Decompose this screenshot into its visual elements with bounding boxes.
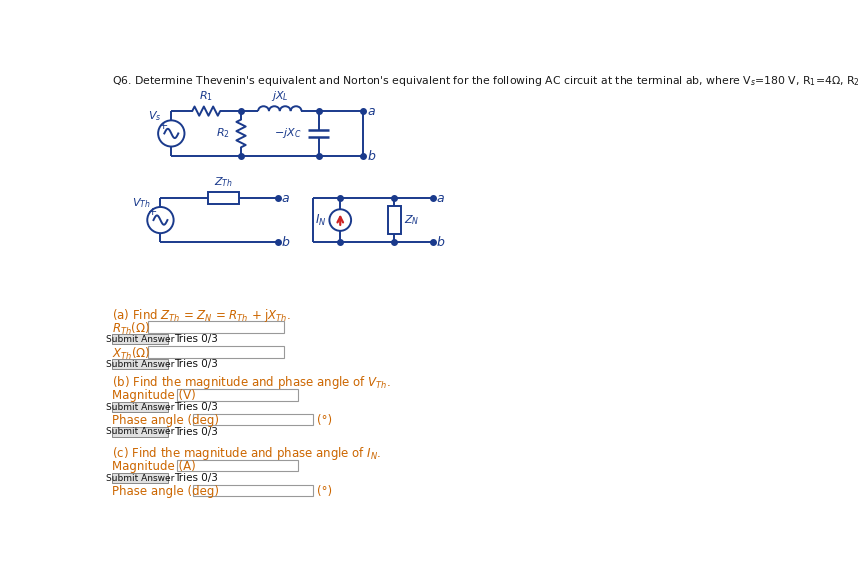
Text: Submit Answer: Submit Answer — [106, 403, 174, 411]
Text: Submit Answer: Submit Answer — [106, 473, 174, 482]
Text: Tries 0/3: Tries 0/3 — [174, 335, 218, 344]
Bar — [387, 206, 401, 234]
Text: $a$: $a$ — [281, 191, 290, 205]
Text: (b) Find the magnitude and phase angle of $V_{Th}$.: (b) Find the magnitude and phase angle o… — [112, 374, 391, 391]
Text: Tries 0/3: Tries 0/3 — [174, 473, 218, 483]
Text: Magnitude (V): Magnitude (V) — [112, 389, 196, 402]
Text: +: + — [148, 207, 158, 217]
Text: $V_s$: $V_s$ — [147, 109, 161, 123]
Bar — [208, 192, 238, 205]
Bar — [193, 414, 313, 425]
Text: $V_{Th}$: $V_{Th}$ — [132, 196, 150, 210]
Text: Phase angle (deg): Phase angle (deg) — [112, 414, 220, 427]
Text: $R_2$: $R_2$ — [216, 127, 230, 140]
Bar — [112, 402, 168, 412]
Text: Tries 0/3: Tries 0/3 — [174, 359, 218, 369]
Bar — [177, 460, 297, 472]
Bar — [193, 485, 313, 496]
Text: $R_{Th}$(Ω): $R_{Th}$(Ω) — [112, 321, 150, 337]
Text: (c) Find the magnitude and phase angle of $I_N$.: (c) Find the magnitude and phase angle o… — [112, 445, 381, 461]
Text: (°): (°) — [317, 414, 331, 427]
Text: Tries 0/3: Tries 0/3 — [174, 402, 218, 412]
Text: $b$: $b$ — [366, 149, 375, 163]
Bar — [112, 335, 168, 344]
Text: Tries 0/3: Tries 0/3 — [174, 427, 218, 437]
Text: (a) Find $Z_{Th}$ = $Z_N$ = $R_{Th}$ + j$X_{Th}$.: (a) Find $Z_{Th}$ = $Z_N$ = $R_{Th}$ + j… — [112, 308, 291, 324]
Text: Magnitude (A): Magnitude (A) — [112, 460, 196, 473]
Bar — [148, 346, 283, 358]
Text: +: + — [158, 121, 168, 131]
Bar — [177, 389, 297, 401]
Text: Submit Answer: Submit Answer — [106, 427, 174, 436]
Text: $R_1$: $R_1$ — [199, 89, 213, 103]
Bar — [112, 359, 168, 369]
Text: Submit Answer: Submit Answer — [106, 335, 174, 344]
Text: $Z_N$: $Z_N$ — [403, 213, 418, 227]
Text: (°): (°) — [317, 485, 331, 497]
Bar — [112, 427, 168, 437]
Text: $Z_{Th}$: $Z_{Th}$ — [214, 175, 232, 189]
Text: $X_{Th}$(Ω): $X_{Th}$(Ω) — [112, 346, 151, 362]
Text: Phase angle (deg): Phase angle (deg) — [112, 485, 220, 497]
Text: $b$: $b$ — [281, 235, 290, 249]
Text: $jX_L$: $jX_L$ — [270, 89, 288, 103]
Text: $a$: $a$ — [366, 105, 375, 117]
Bar — [148, 321, 283, 333]
Text: $-jX_C$: $-jX_C$ — [274, 127, 301, 140]
Bar — [112, 473, 168, 483]
Text: $a$: $a$ — [436, 191, 444, 205]
Text: Submit Answer: Submit Answer — [106, 359, 174, 368]
Text: $b$: $b$ — [436, 235, 445, 249]
Text: $I_N$: $I_N$ — [314, 213, 326, 227]
Text: Q6. Determine Thevenin's equivalent and Norton's equivalent for the following AC: Q6. Determine Thevenin's equivalent and … — [112, 74, 861, 88]
